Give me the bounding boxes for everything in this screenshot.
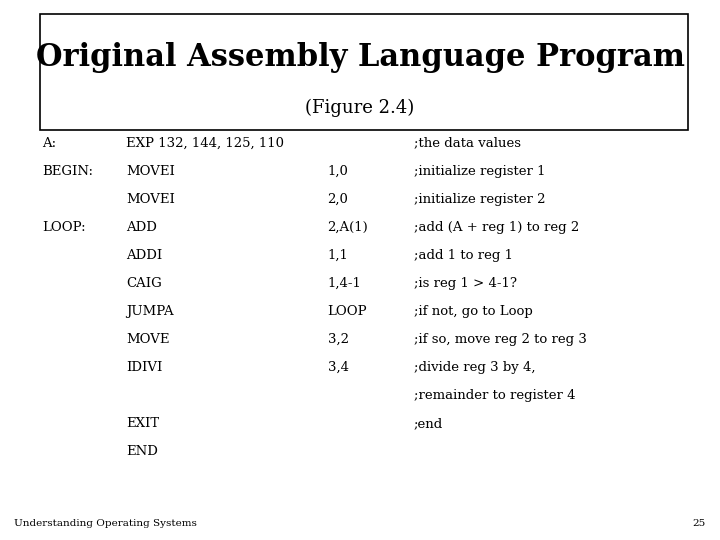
- Text: LOOP:: LOOP:: [42, 221, 86, 234]
- Text: ;divide reg 3 by 4,: ;divide reg 3 by 4,: [414, 361, 536, 374]
- Text: 1,1: 1,1: [328, 249, 348, 262]
- Text: ;add 1 to reg 1: ;add 1 to reg 1: [414, 249, 513, 262]
- Text: 1,0: 1,0: [328, 165, 348, 178]
- Text: BEGIN:: BEGIN:: [42, 165, 93, 178]
- Text: 3,2: 3,2: [328, 333, 348, 346]
- Text: MOVE: MOVE: [126, 333, 169, 346]
- Text: EXIT: EXIT: [126, 417, 159, 430]
- Text: 3,4: 3,4: [328, 361, 348, 374]
- Text: A:: A:: [42, 137, 56, 150]
- Text: ;is reg 1 > 4-1?: ;is reg 1 > 4-1?: [414, 277, 517, 290]
- Text: ;initialize register 2: ;initialize register 2: [414, 193, 546, 206]
- Text: 2,0: 2,0: [328, 193, 348, 206]
- Text: EXP 132, 144, 125, 110: EXP 132, 144, 125, 110: [126, 137, 284, 150]
- FancyBboxPatch shape: [40, 14, 688, 130]
- Text: IDIVI: IDIVI: [126, 361, 163, 374]
- Text: ;add (A + reg 1) to reg 2: ;add (A + reg 1) to reg 2: [414, 221, 580, 234]
- Text: ADD: ADD: [126, 221, 157, 234]
- Text: 1,4-1: 1,4-1: [328, 277, 361, 290]
- Text: ;initialize register 1: ;initialize register 1: [414, 165, 546, 178]
- Text: CAIG: CAIG: [126, 277, 162, 290]
- Text: Original Assembly Language Program: Original Assembly Language Program: [35, 42, 685, 73]
- Text: MOVEI: MOVEI: [126, 165, 175, 178]
- Text: ;remainder to register 4: ;remainder to register 4: [414, 389, 575, 402]
- Text: ADDI: ADDI: [126, 249, 162, 262]
- Text: ;if so, move reg 2 to reg 3: ;if so, move reg 2 to reg 3: [414, 333, 587, 346]
- Text: 25: 25: [693, 519, 706, 528]
- Text: ;end: ;end: [414, 417, 444, 430]
- Text: ;if not, go to Loop: ;if not, go to Loop: [414, 305, 533, 318]
- Text: Understanding Operating Systems: Understanding Operating Systems: [14, 519, 197, 528]
- Text: JUMPA: JUMPA: [126, 305, 174, 318]
- Text: ;the data values: ;the data values: [414, 137, 521, 150]
- Text: (Figure 2.4): (Figure 2.4): [305, 99, 415, 117]
- Text: LOOP: LOOP: [328, 305, 367, 318]
- Text: MOVEI: MOVEI: [126, 193, 175, 206]
- Text: 2,A(1): 2,A(1): [328, 221, 369, 234]
- Text: END: END: [126, 446, 158, 458]
